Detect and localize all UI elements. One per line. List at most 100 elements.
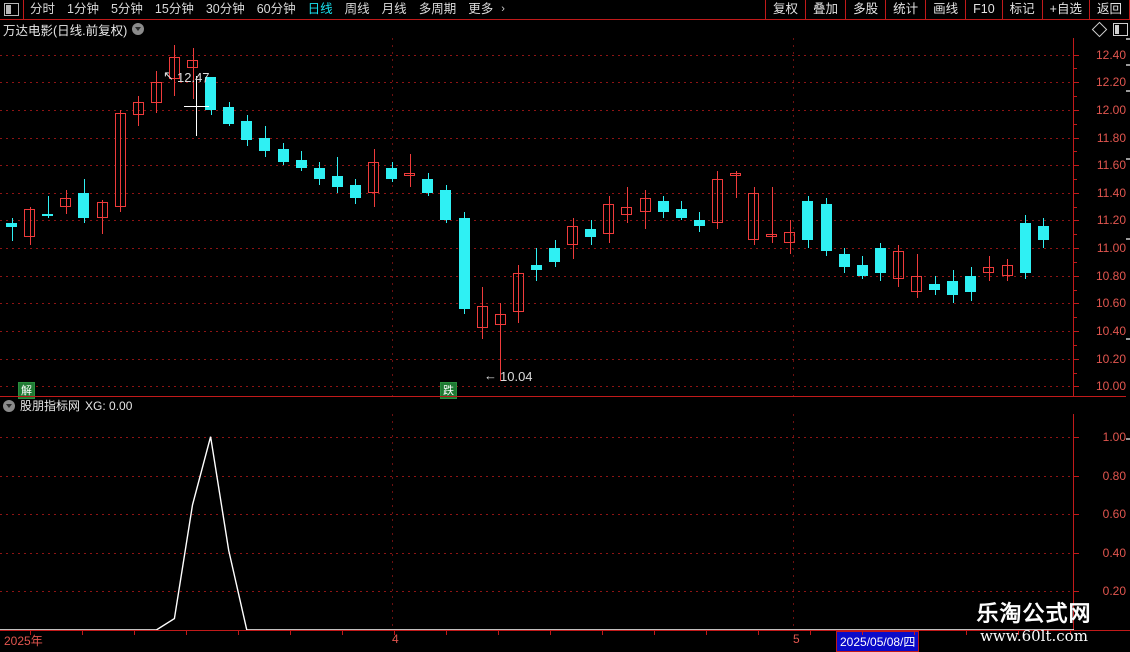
price-axis-label: 11.00 — [1096, 241, 1126, 256]
period-more[interactable]: 更多 — [468, 2, 494, 16]
axis-tick — [1074, 303, 1079, 305]
candle-wick — [608, 195, 610, 243]
candle-wick — [192, 47, 194, 99]
button-duogu[interactable]: 多股 — [845, 0, 885, 19]
scrollbar-tick — [1126, 238, 1130, 240]
date-tick — [550, 631, 551, 635]
low-price-label: 10.04 — [500, 369, 533, 384]
button-diejia[interactable]: 叠加 — [805, 0, 845, 19]
period-1min[interactable]: 1分钟 — [67, 2, 99, 16]
date-tick — [706, 631, 707, 635]
candle-wick — [1007, 259, 1008, 282]
button-huaxian[interactable]: 画线 — [925, 0, 965, 19]
button-fuquan[interactable]: 复权 — [765, 0, 805, 19]
chart-corner-icons — [1091, 21, 1128, 37]
candle-wick — [898, 245, 900, 287]
scrollbar-tick — [1126, 90, 1130, 92]
gridline — [0, 591, 1073, 593]
candle-wick — [138, 96, 140, 127]
panel-layout-icon[interactable] — [4, 3, 19, 16]
chevron-right-icon[interactable]: › — [501, 3, 505, 15]
candle-wick — [988, 256, 990, 282]
indicator-axis-label: 1.00 — [1102, 430, 1126, 445]
candle-body — [585, 228, 597, 238]
indicator-axis-label: 0.60 — [1102, 507, 1126, 522]
candle-body — [132, 101, 144, 116]
candle-body — [639, 198, 651, 213]
chart-header: 万达电影(日线.前复权) — [0, 20, 600, 38]
date-tick — [498, 631, 499, 635]
date-tick — [758, 631, 759, 635]
watermark-title: 乐淘公式网 — [976, 602, 1092, 627]
chevron-down-circle-icon[interactable] — [3, 399, 15, 412]
period-60min[interactable]: 60分钟 — [256, 2, 296, 16]
candle-body — [965, 275, 977, 293]
period-30min[interactable]: 30分钟 — [205, 2, 245, 16]
axis-minor-tick — [1074, 344, 1077, 346]
candle-body — [766, 234, 778, 238]
candle-wick — [789, 220, 791, 254]
price-axis-label: 12.40 — [1095, 47, 1126, 62]
candle-wick — [645, 190, 646, 229]
vertical-scrollbar[interactable] — [1126, 38, 1130, 630]
signal-tag-die[interactable]: 跌 — [440, 382, 457, 399]
date-tick — [654, 631, 655, 635]
candle-wick — [626, 187, 628, 224]
candle-body — [603, 203, 615, 235]
watermark: 乐淘公式网 www.60lt.com — [944, 596, 1124, 645]
chevron-down-circle-icon[interactable] — [132, 23, 145, 35]
period-multi[interactable]: 多周期 — [418, 2, 457, 16]
axis-tick — [1074, 248, 1079, 250]
button-f10[interactable]: F10 — [965, 0, 1002, 19]
gridline — [0, 358, 1073, 360]
button-biaoji[interactable]: 标记 — [1001, 0, 1042, 19]
candle-wick — [156, 71, 158, 113]
high-marker-arrow: ↖ — [163, 68, 174, 83]
date-tick — [134, 631, 135, 635]
axis-minor-tick — [1074, 372, 1077, 374]
price-axis-label: 10.80 — [1095, 268, 1126, 283]
signal-tag-jie[interactable]: 解 — [18, 382, 35, 399]
period-fenshi[interactable]: 分时 — [30, 2, 56, 16]
period-weekly[interactable]: 周线 — [344, 2, 370, 16]
date-tick — [30, 631, 31, 635]
axis-tick — [1074, 275, 1079, 277]
period-15min[interactable]: 15分钟 — [154, 2, 194, 16]
axis-minor-tick — [1074, 178, 1077, 180]
button-tongji[interactable]: 统计 — [885, 0, 925, 19]
candle-body — [838, 253, 850, 268]
candle-wick — [337, 156, 339, 193]
high-price-label: 12.47 — [177, 70, 210, 85]
period-5min[interactable]: 5分钟 — [110, 2, 143, 16]
candle-wick — [500, 303, 502, 381]
candle-body — [205, 76, 217, 110]
price-axis-label: 10.60 — [1095, 296, 1126, 311]
panel-layout-icon[interactable] — [1113, 22, 1128, 36]
gridline — [0, 109, 1073, 111]
axis-tick — [1074, 358, 1079, 360]
diamond-icon[interactable] — [1091, 21, 1108, 37]
date-tick — [82, 631, 83, 635]
axis-tick — [1074, 552, 1079, 554]
candle-body — [512, 272, 524, 312]
indicator-chart-pane[interactable] — [0, 414, 1074, 630]
candle-body — [42, 213, 54, 216]
candle-body — [820, 203, 832, 251]
indicator-axis: 1.00 0.80 0.60 0.40 0.20 — [1074, 414, 1130, 630]
period-monthly[interactable]: 月线 — [381, 2, 407, 16]
period-daily[interactable]: 日线 — [307, 2, 333, 16]
candle-body — [929, 284, 941, 290]
toolbar-left-group: 分时 1分钟 5分钟 15分钟 30分钟 60分钟 日线 周线 月线 多周期 更… — [0, 0, 510, 19]
candle-wick — [717, 170, 719, 229]
price-chart-pane[interactable]: ↖ 12.47 ← 10.04 解 跌 — [0, 38, 1074, 399]
button-return[interactable]: 返回 — [1088, 0, 1130, 19]
candle-body — [983, 267, 995, 273]
candle-body — [150, 82, 162, 103]
button-add-favorite[interactable]: +自选 — [1041, 0, 1089, 19]
candle-body — [259, 137, 271, 152]
candle-body — [874, 248, 886, 273]
axis-minor-tick — [1074, 151, 1077, 153]
date-tick — [602, 631, 603, 635]
candle-body — [96, 202, 108, 218]
candle-body — [422, 178, 434, 193]
